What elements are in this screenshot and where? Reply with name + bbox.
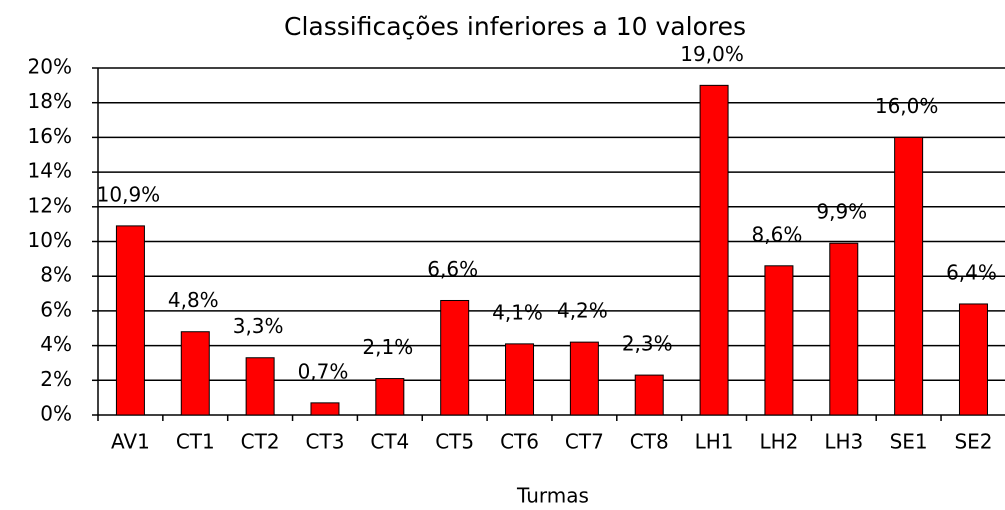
y-tick-label: 14% bbox=[28, 159, 72, 183]
x-tick-label: SE2 bbox=[954, 430, 992, 454]
y-tick-label: 6% bbox=[40, 297, 72, 321]
x-tick-label: CT5 bbox=[435, 430, 474, 454]
y-tick-label: 10% bbox=[28, 228, 72, 252]
x-tick-label: CT4 bbox=[370, 430, 409, 454]
bar bbox=[829, 242, 859, 416]
value-label: 9,9% bbox=[816, 200, 867, 224]
bar bbox=[699, 84, 729, 416]
bar bbox=[440, 299, 470, 416]
x-tick-label: CT3 bbox=[306, 430, 345, 454]
value-label: 2,1% bbox=[362, 335, 413, 359]
x-tick-label: CT2 bbox=[241, 430, 280, 454]
x-tick-label: SE1 bbox=[890, 430, 928, 454]
bar bbox=[958, 303, 988, 416]
value-label: 8,6% bbox=[752, 222, 803, 246]
x-tick-label: CT1 bbox=[176, 430, 215, 454]
chart-title: Classificações inferiores a 10 valores bbox=[284, 12, 746, 41]
y-tick-label: 18% bbox=[28, 89, 72, 113]
value-label: 3,3% bbox=[233, 314, 284, 338]
value-label: 4,1% bbox=[492, 300, 543, 324]
value-label: 0,7% bbox=[298, 359, 349, 383]
bar bbox=[894, 136, 924, 416]
bar bbox=[245, 357, 275, 416]
bar bbox=[569, 341, 599, 416]
bar bbox=[764, 265, 794, 416]
x-tick-label: LH1 bbox=[695, 430, 734, 454]
y-tick-label: 8% bbox=[40, 263, 72, 287]
y-tick-label: 20% bbox=[28, 55, 72, 79]
bar bbox=[634, 374, 664, 416]
y-tick-label: 2% bbox=[40, 367, 72, 391]
y-tick-label: 0% bbox=[40, 402, 72, 426]
y-tick-label: 12% bbox=[28, 193, 72, 217]
x-tick-label: LH3 bbox=[824, 430, 863, 454]
x-tick-label: CT8 bbox=[630, 430, 669, 454]
bar bbox=[115, 225, 145, 416]
value-label: 2,3% bbox=[622, 332, 673, 356]
value-label: 4,8% bbox=[168, 288, 219, 312]
bar bbox=[310, 402, 340, 416]
x-tick-label: AV1 bbox=[111, 430, 150, 454]
bar bbox=[505, 343, 535, 416]
value-label: 6,6% bbox=[427, 257, 478, 281]
x-tick-label: LH2 bbox=[759, 430, 798, 454]
value-label: 16,0% bbox=[875, 94, 939, 118]
x-tick-label: CT6 bbox=[500, 430, 539, 454]
value-label: 4,2% bbox=[557, 299, 608, 323]
value-label: 10,9% bbox=[97, 182, 161, 206]
x-tick-label: CT7 bbox=[565, 430, 604, 454]
value-label: 6,4% bbox=[946, 260, 997, 284]
bar bbox=[375, 378, 405, 416]
y-tick-label: 4% bbox=[40, 332, 72, 356]
bar bbox=[180, 331, 210, 416]
x-axis-label: Turmas bbox=[516, 484, 589, 508]
y-tick-label: 16% bbox=[28, 124, 72, 148]
value-label: 19,0% bbox=[680, 42, 744, 66]
